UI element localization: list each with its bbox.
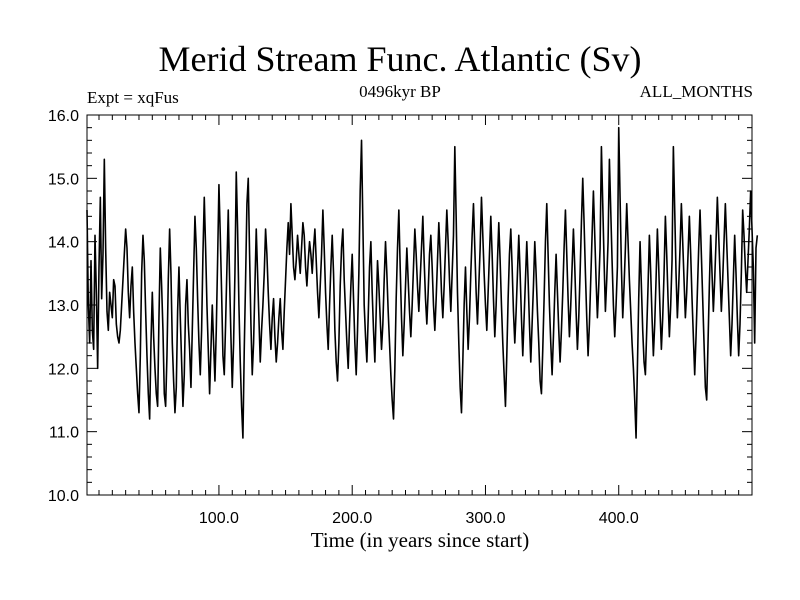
experiment-label: Expt = xqFus xyxy=(87,88,179,107)
x-tick-label: 100.0 xyxy=(199,510,239,527)
axis-ticks xyxy=(87,115,752,495)
x-tick-label: 300.0 xyxy=(465,510,505,527)
y-tick-label: 10.0 xyxy=(48,488,79,505)
period-label: 0496kyr BP xyxy=(359,82,441,101)
x-tick-label: 400.0 xyxy=(599,510,639,527)
x-tick-label: 200.0 xyxy=(332,510,372,527)
y-tick-label: 16.0 xyxy=(48,108,79,125)
y-axis-labels: 10.0 11.0 12.0 13.0 14.0 15.0 16.0 xyxy=(48,108,79,505)
y-tick-label: 14.0 xyxy=(48,235,79,252)
x-axis-labels: 100.0 200.0 300.0 400.0 xyxy=(199,510,639,527)
data-series-line xyxy=(86,126,759,439)
chart-title: Merid Stream Func. Atlantic (Sv) xyxy=(158,39,642,79)
y-tick-label: 15.0 xyxy=(48,171,79,188)
x-axis-title: Time (in years since start) xyxy=(310,528,530,552)
season-label: ALL_MONTHS xyxy=(639,82,753,101)
y-tick-label: 13.0 xyxy=(48,298,79,315)
y-tick-label: 11.0 xyxy=(49,425,79,442)
y-tick-label: 12.0 xyxy=(48,361,79,378)
